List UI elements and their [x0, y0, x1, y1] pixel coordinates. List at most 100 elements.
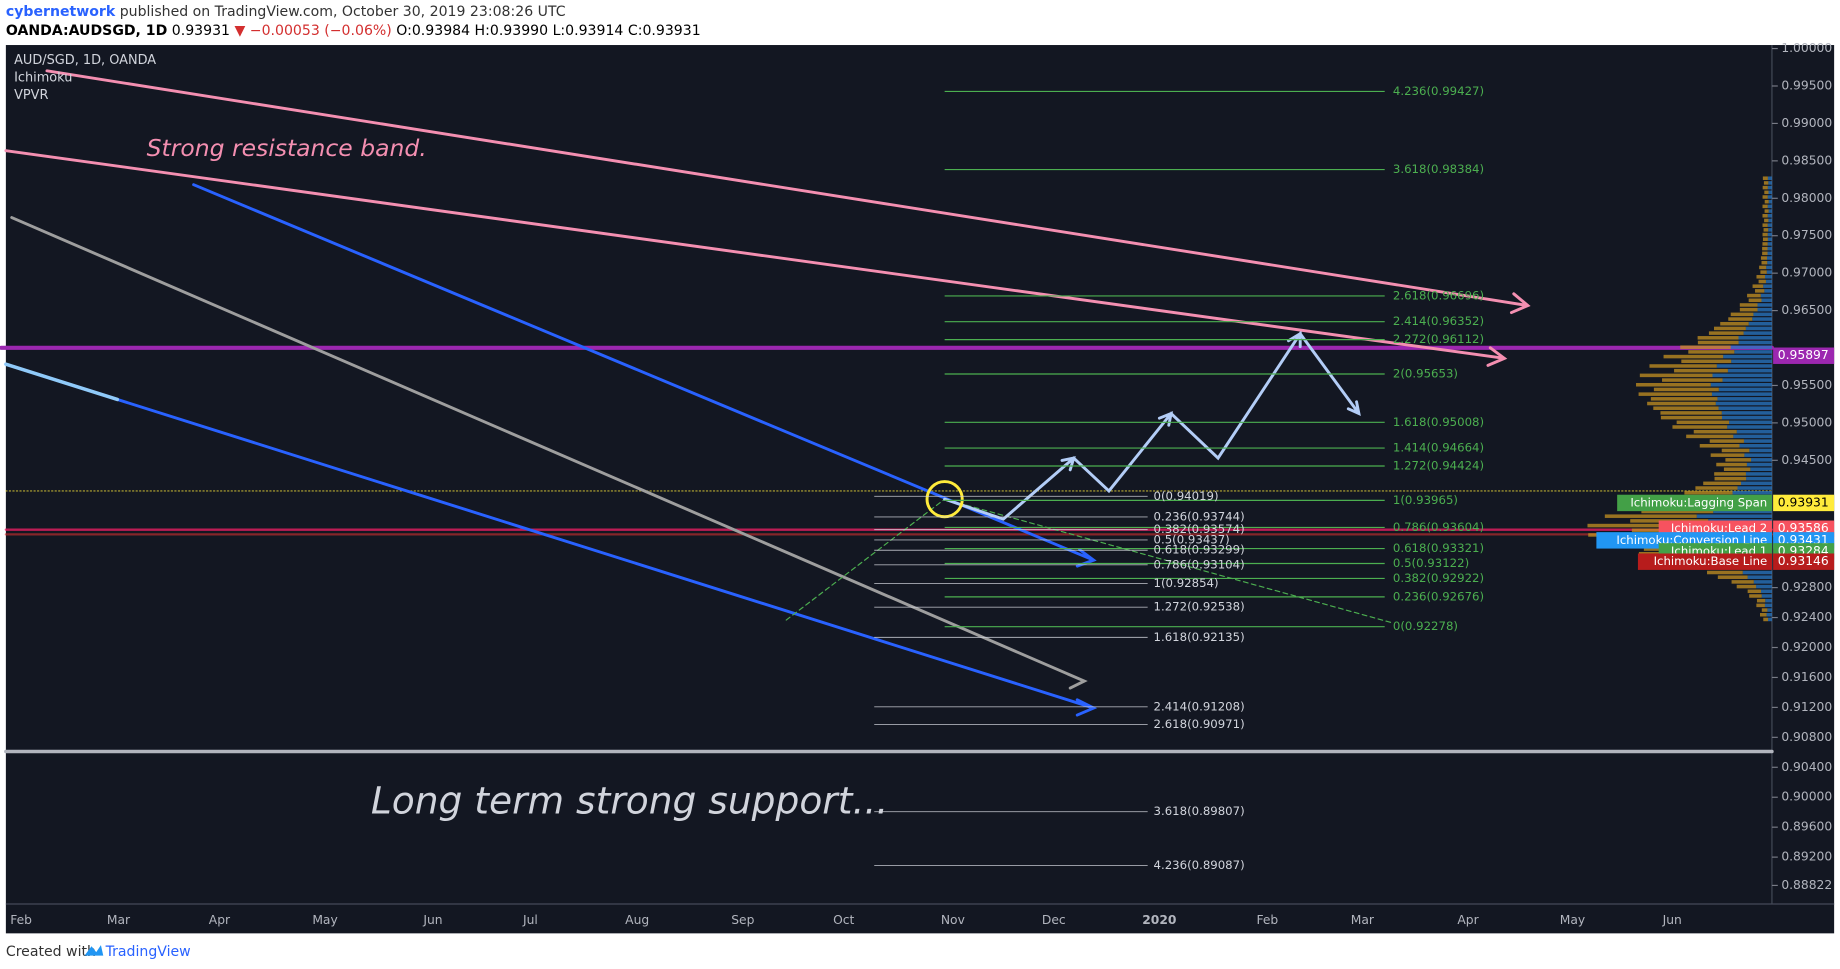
time-tick-label: Dec — [1042, 913, 1066, 927]
volume-bar-up — [1768, 209, 1772, 213]
volume-bar-down — [1647, 401, 1716, 406]
price-label: 0.93146 — [1778, 554, 1829, 568]
fib-retracement-label: 0(0.94019) — [1154, 489, 1219, 503]
volume-bar-up — [1744, 453, 1772, 457]
price-tick-label: 0.89200 — [1781, 850, 1832, 864]
price-tick-label: 0.94500 — [1781, 453, 1832, 467]
indicator-label: Ichimoku:Base Line — [1654, 554, 1768, 568]
channel-lower — [4, 362, 1098, 717]
time-tick-label: Mar — [1351, 913, 1375, 927]
time-tick-label: Apr — [209, 913, 231, 927]
volume-bar-down — [1763, 228, 1769, 232]
footer-brand[interactable]: TradingView — [105, 944, 191, 960]
volume-bar-up — [1765, 598, 1772, 603]
volume-bar-up — [1765, 279, 1772, 284]
time-tick-label: Jul — [522, 913, 538, 927]
price-tick-label: 0.90000 — [1781, 790, 1832, 804]
fib-retracement-label: 1(0.92854) — [1154, 576, 1219, 590]
fib-retracement-label: 0.786(0.93104) — [1154, 557, 1245, 571]
volume-bar-up — [1761, 298, 1772, 303]
ohlc: O:0.93984 — [396, 23, 470, 39]
fib-extension-label: 1.618(0.95008) — [1393, 415, 1484, 429]
price-label-box — [1773, 494, 1835, 512]
indicator-label: Ichimoku:Lagging Span — [1630, 495, 1767, 509]
volume-bar-up — [1738, 340, 1772, 345]
volume-bar-up — [1767, 214, 1772, 218]
fib-retracement-label: 2.618(0.90971) — [1154, 717, 1245, 731]
fib-extension-label: 0.786(0.93604) — [1393, 520, 1484, 534]
ohlc: C:0.93931 — [628, 23, 701, 39]
volume-bar-up — [1716, 364, 1772, 368]
price-label: 0.95897 — [1778, 348, 1829, 362]
volume-bar-up — [1737, 486, 1772, 490]
indicator-label: Ichimoku:Lead 2 — [1671, 521, 1767, 535]
volume-bar-down — [1697, 336, 1739, 340]
volume-bar-up — [1743, 439, 1772, 443]
volume-bar-down — [1641, 509, 1714, 514]
volume-bar-up — [1715, 401, 1772, 406]
price-tick-label: 0.92000 — [1781, 640, 1832, 654]
volume-bar-up — [1767, 204, 1772, 209]
volume-bar-down — [1639, 373, 1713, 378]
volume-bar-up — [1739, 444, 1772, 448]
volume-bar-up — [1747, 575, 1772, 579]
volume-bar-up — [1741, 481, 1772, 486]
volume-bar-down — [1762, 242, 1768, 246]
fib-retracement-label: 0.382(0.93574) — [1154, 522, 1245, 536]
volume-bar-up — [1768, 228, 1772, 232]
channel-highlight — [4, 362, 120, 402]
volume-bar-down — [1747, 293, 1761, 298]
volume-bar-up — [1746, 462, 1772, 467]
volume-bar-down — [1660, 411, 1722, 415]
volume-bar-down — [1717, 575, 1748, 579]
volume-bar-up — [1713, 509, 1772, 514]
fib-extension-label: 4.236(0.99427) — [1393, 84, 1484, 98]
fib-extension-label: 1(0.93965) — [1393, 493, 1458, 507]
volume-bar-down — [1736, 584, 1757, 589]
footer-created: Created with — [6, 944, 96, 960]
resistance-lower — [4, 149, 1508, 367]
volume-bar-up — [1718, 406, 1772, 410]
volume-bar-up — [1752, 317, 1772, 321]
volume-bar-down — [1681, 359, 1732, 364]
volume-bar-down — [1672, 425, 1728, 429]
volume-bar-up — [1767, 608, 1772, 612]
volume-bar-down — [1728, 317, 1753, 321]
volume-bar-down — [1653, 406, 1719, 410]
mid-trend — [10, 216, 1088, 690]
volume-bar-up — [1710, 382, 1772, 387]
indicator-label-box — [1637, 553, 1772, 570]
fib-retracement-label: 0.236(0.93744) — [1154, 509, 1245, 523]
volume-bar-down — [1660, 415, 1722, 420]
price-tick-label: 0.88822 — [1781, 878, 1832, 892]
volume-bar-up — [1766, 256, 1772, 260]
fib-retracement-label: 1.272(0.92538) — [1154, 600, 1245, 614]
volume-bar-down — [1714, 326, 1746, 331]
volume-bar-down — [1758, 279, 1766, 284]
volume-bar-down — [1762, 246, 1768, 251]
volume-bar-down — [1764, 209, 1769, 213]
price-tick-label: 0.92400 — [1781, 610, 1832, 624]
volume-bar-down — [1674, 368, 1728, 373]
volume-bar-up — [1749, 448, 1772, 453]
volume-bar-up — [1766, 270, 1772, 274]
volume-bar-up — [1743, 331, 1772, 335]
volume-bar-down — [1699, 444, 1740, 448]
fib-retracement-label: 2.414(0.91208) — [1154, 699, 1245, 713]
price-tick-label: 0.95000 — [1781, 415, 1832, 429]
projection-path — [943, 331, 1361, 521]
volume-bar-up — [1767, 246, 1772, 251]
fib-extension-label: 0.382(0.92922) — [1393, 571, 1484, 585]
header-line-1: cybernetwork published on TradingView.co… — [6, 4, 566, 20]
volume-bar-down — [1762, 214, 1768, 218]
volume-bar-up — [1764, 275, 1772, 279]
volume-bar-down — [1688, 350, 1735, 354]
volume-bar-down — [1756, 603, 1765, 608]
volume-bar-down — [1748, 298, 1762, 303]
volume-bar-down — [1676, 420, 1730, 425]
fib-retracement-label: 1.618(0.92135) — [1154, 630, 1245, 644]
fib-extension-label: 2.272(0.96112) — [1393, 332, 1484, 346]
volume-bar-down — [1638, 392, 1712, 396]
volume-bar-down — [1720, 321, 1749, 326]
